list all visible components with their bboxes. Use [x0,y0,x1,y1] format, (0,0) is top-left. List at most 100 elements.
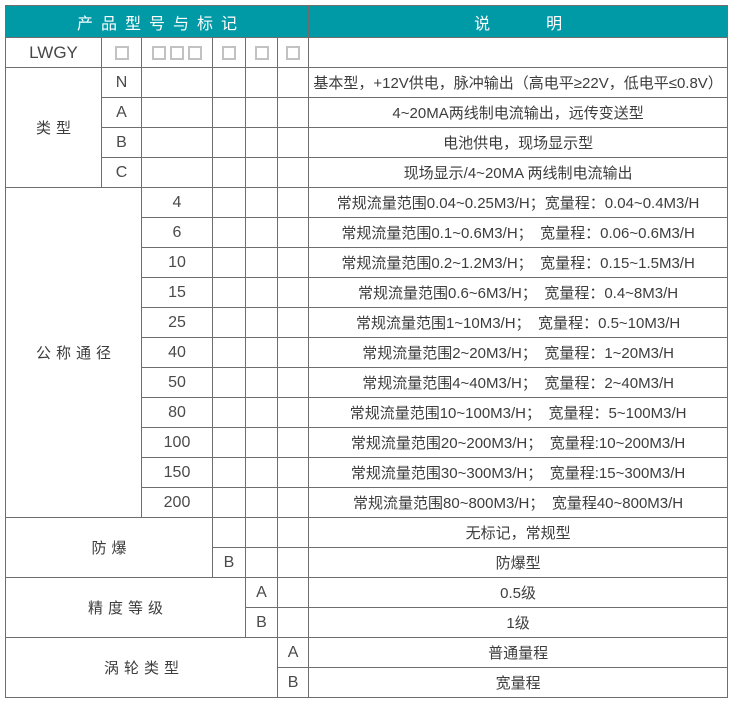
model-code-group-2 [141,37,213,68]
model-code-box [222,46,236,61]
turbine-code-cell: A [276,637,310,668]
empty-cell [212,457,246,488]
diameter-size-cell: 40 [141,337,213,368]
diameter-desc-cell: 常规流量范围1~10M3/H； 宽量程：0.5~10M3/H [308,307,729,338]
type-desc-cell: 现场显示/4~20MA 两线制电流输出 [308,157,729,188]
type-desc-cell: 基本型，+12V供电，脉冲输出（高电平≥22V，低电平≤0.8V） [308,67,729,98]
empty-cell [141,157,213,188]
type-row: C 现场显示/4~20MA 两线制电流输出 [6,157,729,188]
empty-cell [245,367,278,398]
model-code-box [286,46,301,61]
section-label-accuracy: 精度等级 [5,577,246,638]
empty-cell [245,187,278,218]
empty-cell [212,97,246,128]
empty-cell [276,157,310,188]
empty-cell [245,427,278,458]
empty-cell [245,337,278,368]
diameter-row: 6 常规流量范围0.1~0.6M3/H； 宽量程：0.06~0.6M3/H [6,217,729,248]
model-name-cell: LWGY [5,37,102,68]
type-desc-cell: 电池供电，现场显示型 [308,127,729,158]
empty-cell [212,187,246,218]
type-code-cell: C [101,157,142,188]
explosion-code-cell [212,517,246,548]
empty-cell [276,67,310,98]
model-desc-empty-cell [308,37,729,68]
section-label-explosion-proof: 防爆 [5,517,213,578]
diameter-row: 150 常规流量范围30~300M3/H； 宽量程:15~300M3/H [6,457,729,488]
empty-cell [212,487,246,518]
accuracy-code-cell: A [245,577,278,608]
empty-cell [212,67,246,98]
header-description-label: 说 明 [308,5,729,38]
type-desc-cell: 4~20MA两线制电流输出，远传变送型 [308,97,729,128]
empty-cell [245,487,278,518]
model-code-row: LWGY [5,37,729,68]
empty-cell [245,217,278,248]
diameter-size-cell: 80 [141,397,213,428]
header-product-model-label: 产品型号与标记 [4,5,310,38]
explosion-code-cell: B [212,547,246,578]
empty-cell [245,397,278,428]
diameter-desc-cell: 常规流量范围0.1~0.6M3/H； 宽量程：0.06~0.6M3/H [308,217,729,248]
empty-cell [276,277,310,308]
empty-cell [141,67,213,98]
type-row: A 4~20MA两线制电流输出，远传变送型 [6,97,729,128]
diameter-desc-cell: 常规流量范围30~300M3/H； 宽量程:15~300M3/H [308,457,729,488]
empty-cell [276,187,310,218]
empty-cell [276,607,310,638]
explosion-desc-cell: 无标记，常规型 [308,517,729,548]
diameter-desc-cell: 常规流量范围2~20M3/H； 宽量程：1~20M3/H [308,337,729,368]
accuracy-code-cell: B [245,607,278,638]
diameter-desc-cell: 常规流量范围0.6~6M3/H； 宽量程：0.4~8M3/H [308,277,729,308]
model-code-group-5 [276,37,310,68]
empty-cell [276,127,310,158]
turbine-desc-cell: 宽量程 [308,667,729,698]
turbine-type-row: B 宽量程 [6,667,729,698]
empty-cell [212,307,246,338]
model-code-group-3 [212,37,246,68]
empty-cell [245,97,278,128]
accuracy-row: 精度等级 A 0.5级 [5,577,729,638]
empty-cell [212,427,246,458]
empty-cell [212,247,246,278]
diameter-row: 公称通径 4 常规流量范围0.04~0.25M3/H；宽量程：0.04~0.4M… [5,187,729,518]
diameter-desc-cell: 常规流量范围80~800M3/H； 宽量程40~800M3/H [308,487,729,518]
diameter-size-cell: 15 [141,277,213,308]
empty-cell [245,67,278,98]
empty-cell [245,127,278,158]
model-code-box [170,46,184,61]
diameter-size-cell: 50 [141,367,213,398]
type-code-cell: N [101,67,142,98]
section-label-type: 类型 [5,67,102,188]
diameter-size-cell: 10 [141,247,213,278]
empty-cell [276,217,310,248]
empty-cell [212,277,246,308]
type-row: 类型 N 基本型，+12V供电，脉冲输出（高电平≥22V，低电平≤0.8V） [5,67,729,188]
model-code-box [152,46,166,61]
empty-cell [141,97,213,128]
accuracy-desc-cell: 1级 [308,607,729,638]
model-code-box [188,46,202,61]
empty-cell [276,247,310,278]
model-code-group-1 [101,37,142,68]
section-label-diameter: 公称通径 [5,187,142,518]
diameter-row: 15 常规流量范围0.6~6M3/H； 宽量程：0.4~8M3/H [6,277,729,308]
type-code-cell: A [101,97,142,128]
model-selection-spec-table: 产品型号与标记 说 明 LWGY 类型 N 基本型，+12V供电，脉冲输出（高电… [4,5,729,698]
empty-cell [212,127,246,158]
diameter-size-cell: 25 [141,307,213,338]
empty-cell [141,127,213,158]
diameter-size-cell: 4 [141,187,213,218]
empty-cell [276,427,310,458]
diameter-row: 40 常规流量范围2~20M3/H； 宽量程：1~20M3/H [6,337,729,368]
diameter-desc-cell: 常规流量范围4~40M3/H； 宽量程：2~40M3/H [308,367,729,398]
empty-cell [245,247,278,278]
turbine-type-row: 涡轮类型 A 普通量程 [5,637,729,698]
diameter-size-cell: 200 [141,487,213,518]
empty-cell [245,157,278,188]
type-row: B 电池供电，现场显示型 [6,127,729,158]
empty-cell [276,457,310,488]
table-header-row: 产品型号与标记 说 明 [4,5,729,38]
accuracy-row: B 1级 [6,607,729,638]
empty-cell [245,277,278,308]
